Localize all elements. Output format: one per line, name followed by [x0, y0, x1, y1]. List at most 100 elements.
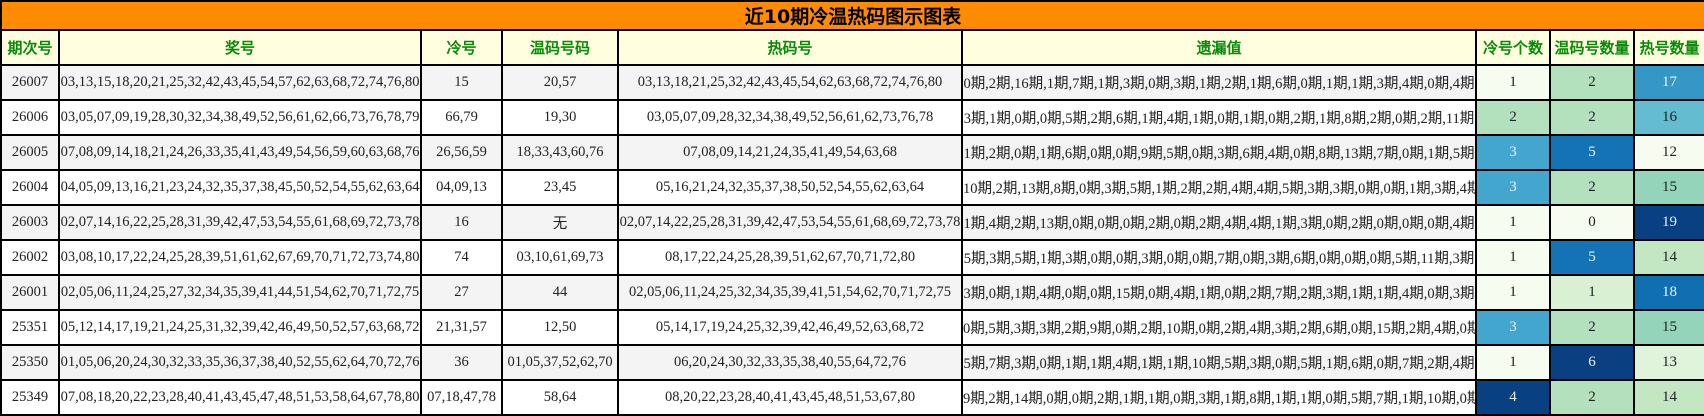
header-row: 期次号 奖号 冷号 温码号码 热码号 遗漏值 冷号个数 温码号数量 热号数量	[0, 29, 1704, 66]
numbers-cell: 07,08,18,20,22,23,28,40,41,43,45,47,48,5…	[58, 379, 422, 416]
hot-cell: 02,05,06,11,24,25,32,34,35,39,41,51,54,6…	[617, 274, 963, 311]
cold-count-cell: 4	[1475, 379, 1551, 416]
warm-cell: 18,33,43,60,76	[501, 134, 619, 171]
warm-cell: 19,30	[501, 99, 619, 136]
table-row: 26003 02,07,14,16,22,25,28,31,39,42,47,53…	[0, 204, 1704, 241]
warm-cell: 44	[501, 274, 619, 311]
hot-cell: 03,13,18,21,25,32,42,43,45,54,62,63,68,7…	[617, 64, 963, 101]
hot-count-cell: 18	[1632, 274, 1704, 311]
hot-count-cell: 15	[1632, 309, 1704, 346]
cold-count-cell: 1	[1475, 239, 1551, 276]
header-hot: 热码号	[617, 29, 963, 66]
omission-cell: 5期,3期,5期,1期,3期,0期,0期,3期,0期,0期,7期,0期,3期,6…	[961, 239, 1477, 276]
omission-cell: 9期,2期,14期,0期,0期,2期,1期,1期,0期,3期,1期,8期,1期,…	[961, 379, 1477, 416]
warm-count-cell: 2	[1549, 169, 1635, 206]
warm-count-cell: 5	[1549, 134, 1635, 171]
cold-cell: 04,09,13	[420, 169, 503, 206]
hot-count-cell: 16	[1632, 99, 1704, 136]
numbers-cell: 05,12,14,17,19,21,24,25,31,32,39,42,46,4…	[58, 309, 422, 346]
cold-cell: 27	[420, 274, 503, 311]
header-cold-count: 冷号个数	[1475, 29, 1551, 66]
header-warm: 温码号码	[501, 29, 619, 66]
numbers-cell: 04,05,09,13,16,21,23,24,32,35,37,38,45,5…	[58, 169, 422, 206]
cold-cell: 16	[420, 204, 503, 241]
cold-cell: 15	[420, 64, 503, 101]
warm-cell: 12,50	[501, 309, 619, 346]
table-row: 26002 03,08,10,17,22,24,25,28,39,51,61,62…	[0, 239, 1704, 276]
omission-cell: 5期,7期,3期,0期,1期,1期,4期,1期,1期,10期,5期,3期,0期,…	[961, 344, 1477, 381]
table-title: 近10期冷温热码图示图表	[0, 0, 1704, 31]
hot-count-cell: 15	[1632, 169, 1704, 206]
issue-cell: 26004	[0, 169, 60, 206]
table-row: 26007 03,13,15,18,20,21,25,32,42,43,45,54…	[0, 64, 1704, 101]
warm-count-cell: 6	[1549, 344, 1635, 381]
hot-count-cell: 13	[1632, 344, 1704, 381]
numbers-cell: 03,13,15,18,20,21,25,32,42,43,45,54,57,6…	[58, 64, 422, 101]
hot-count-cell: 19	[1632, 204, 1704, 241]
omission-cell: 0期,2期,16期,1期,7期,1期,3期,0期,3期,1期,2期,1期,6期,…	[961, 64, 1477, 101]
header-hot-count: 热号数量	[1632, 29, 1704, 66]
warm-count-cell: 2	[1549, 379, 1635, 416]
cold-count-cell: 2	[1475, 99, 1551, 136]
cold-cell: 26,56,59	[420, 134, 503, 171]
omission-cell: 0期,5期,3期,3期,2期,9期,0期,2期,10期,0期,2期,4期,3期,…	[961, 309, 1477, 346]
issue-cell: 25350	[0, 344, 60, 381]
numbers-cell: 01,05,06,20,24,30,32,33,35,36,37,38,40,5…	[58, 344, 422, 381]
cold-count-cell: 3	[1475, 309, 1551, 346]
header-issue: 期次号	[0, 29, 60, 66]
omission-cell: 3期,1期,0期,0期,5期,2期,6期,1期,4期,1期,0期,1期,0期,2…	[961, 99, 1477, 136]
cold-cell: 21,31,57	[420, 309, 503, 346]
warm-count-cell: 2	[1549, 99, 1635, 136]
hot-cell: 02,07,14,22,25,28,31,39,42,47,53,54,55,6…	[617, 204, 963, 241]
omission-cell: 3期,0期,1期,4期,0期,0期,15期,0期,4期,1期,0期,2期,7期,…	[961, 274, 1477, 311]
numbers-cell: 02,07,14,16,22,25,28,31,39,42,47,53,54,5…	[58, 204, 422, 241]
warm-count-cell: 1	[1549, 274, 1635, 311]
hot-count-cell: 17	[1632, 64, 1704, 101]
hot-count-cell: 14	[1632, 239, 1704, 276]
issue-cell: 26002	[0, 239, 60, 276]
issue-cell: 26006	[0, 99, 60, 136]
hot-cell: 08,20,22,23,28,40,41,43,45,48,51,53,67,8…	[617, 379, 963, 416]
header-omission: 遗漏值	[961, 29, 1477, 66]
table-row: 26006 03,05,07,09,19,28,30,32,34,38,49,52…	[0, 99, 1704, 136]
issue-cell: 26005	[0, 134, 60, 171]
cold-count-cell: 1	[1475, 274, 1551, 311]
hot-cell: 07,08,09,14,21,24,35,41,49,54,63,68	[617, 134, 963, 171]
warm-cell: 03,10,61,69,73	[501, 239, 619, 276]
hot-cell: 05,16,21,24,32,35,37,38,50,52,54,55,62,6…	[617, 169, 963, 206]
hot-cell: 05,14,17,19,24,25,32,39,42,46,49,52,63,6…	[617, 309, 963, 346]
omission-cell: 1期,4期,2期,13期,0期,0期,0期,2期,0期,2期,4期,4期,1期,…	[961, 204, 1477, 241]
table-row: 25349 07,08,18,20,22,23,28,40,41,43,45,47…	[0, 379, 1704, 416]
omission-cell: 1期,2期,0期,1期,6期,0期,0期,9期,5期,0期,3期,6期,4期,0…	[961, 134, 1477, 171]
warm-count-cell: 5	[1549, 239, 1635, 276]
warm-cell: 58,64	[501, 379, 619, 416]
header-cold: 冷号	[420, 29, 503, 66]
hot-cell: 06,20,24,30,32,33,35,38,40,55,64,72,76	[617, 344, 963, 381]
warm-cell: 无	[501, 204, 619, 241]
table-row: 25350 01,05,06,20,24,30,32,33,35,36,37,38…	[0, 344, 1704, 381]
hot-count-cell: 14	[1632, 379, 1704, 416]
header-numbers: 奖号	[58, 29, 422, 66]
cold-cell: 66,79	[420, 99, 503, 136]
numbers-cell: 02,05,06,11,24,25,27,32,34,35,39,41,44,5…	[58, 274, 422, 311]
cold-count-cell: 1	[1475, 64, 1551, 101]
omission-cell: 10期,2期,13期,8期,0期,3期,5期,1期,2期,2期,4期,4期,5期…	[961, 169, 1477, 206]
cold-cell: 07,18,47,78	[420, 379, 503, 416]
table-row: 26005 07,08,09,14,18,21,24,26,33,35,41,43…	[0, 134, 1704, 171]
hot-count-cell: 12	[1632, 134, 1704, 171]
numbers-cell: 03,08,10,17,22,24,25,28,39,51,61,62,67,6…	[58, 239, 422, 276]
warm-cell: 23,45	[501, 169, 619, 206]
warm-cell: 01,05,37,52,62,70	[501, 344, 619, 381]
cold-count-cell: 3	[1475, 169, 1551, 206]
table-row: 25351 05,12,14,17,19,21,24,25,31,32,39,42…	[0, 309, 1704, 346]
table-row: 26001 02,05,06,11,24,25,27,32,34,35,39,41…	[0, 274, 1704, 311]
issue-cell: 25349	[0, 379, 60, 416]
cold-count-cell: 1	[1475, 344, 1551, 381]
cold-cell: 36	[420, 344, 503, 381]
warm-count-cell: 0	[1549, 204, 1635, 241]
issue-cell: 25351	[0, 309, 60, 346]
issue-cell: 26001	[0, 274, 60, 311]
cold-count-cell: 1	[1475, 204, 1551, 241]
table-row: 26004 04,05,09,13,16,21,23,24,32,35,37,38…	[0, 169, 1704, 206]
